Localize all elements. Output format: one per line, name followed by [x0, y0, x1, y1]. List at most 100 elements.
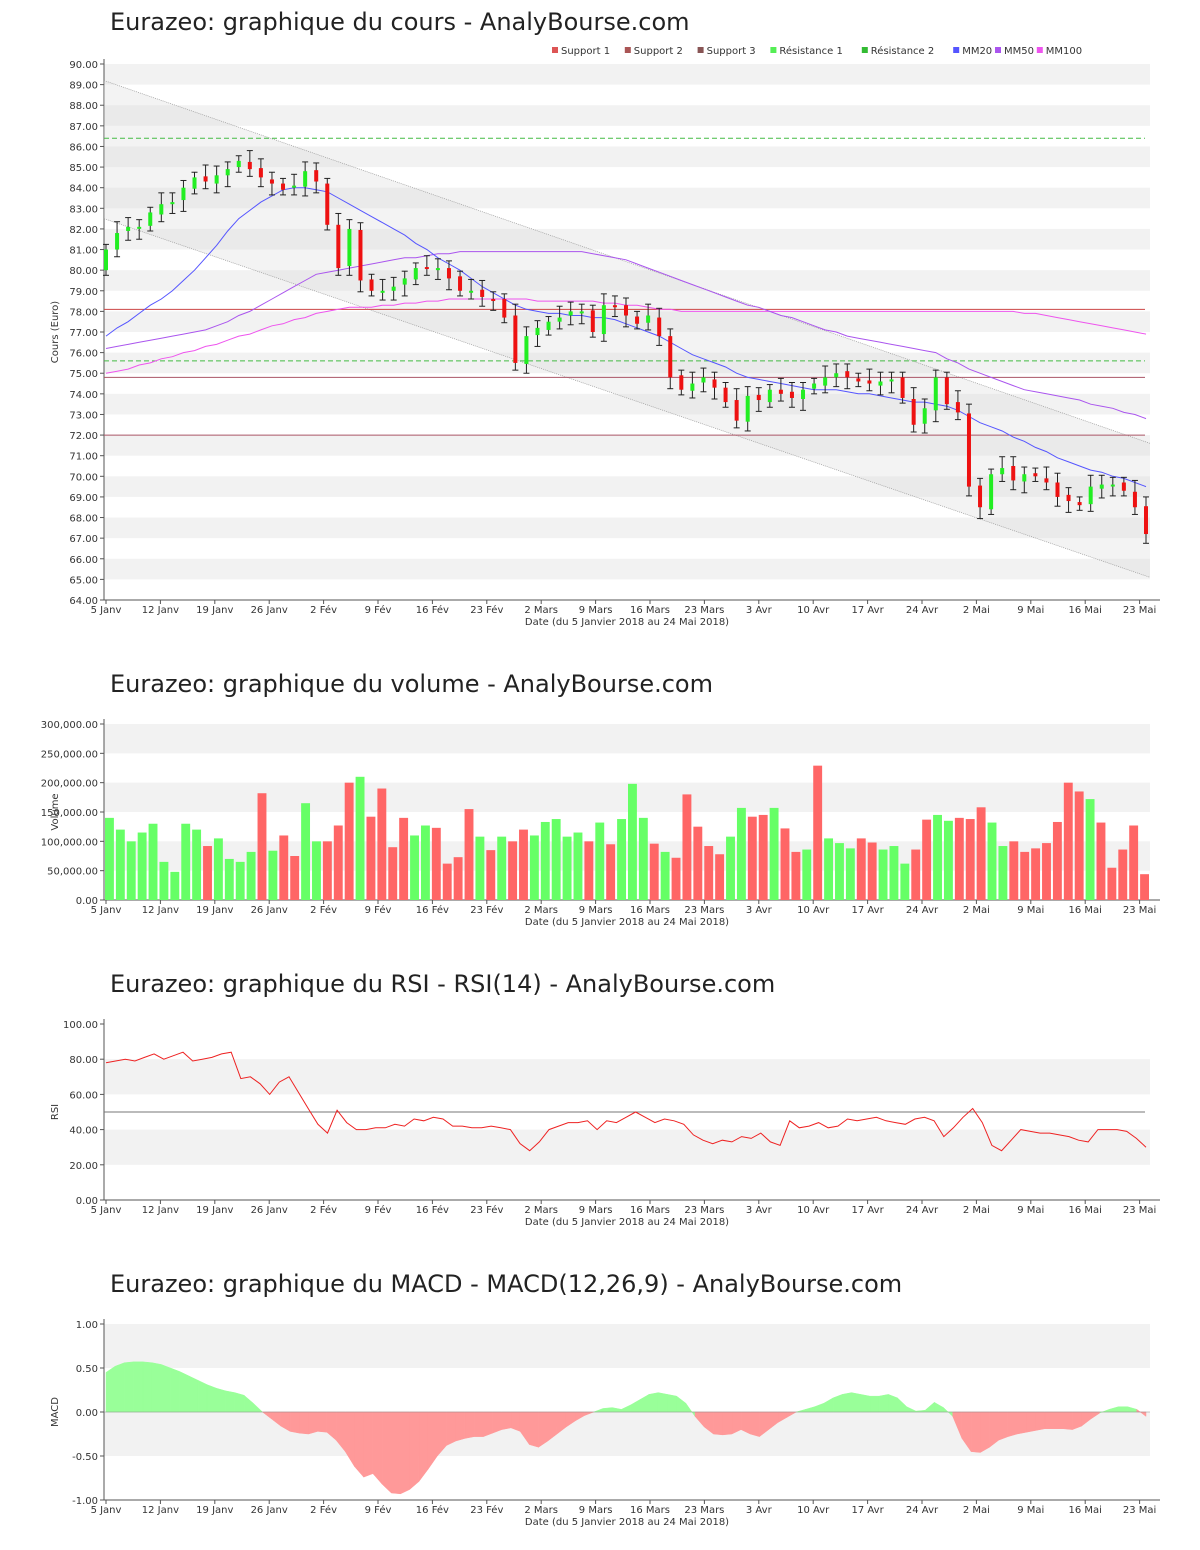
- macd-area-segment: [151, 1362, 162, 1413]
- candle-body: [546, 321, 551, 330]
- candle-body: [1033, 473, 1038, 477]
- candle-body: [801, 389, 806, 399]
- macd-x-tick-label: 2 Mai: [963, 1505, 990, 1516]
- candle-body: [513, 315, 518, 363]
- legend-label: MM50: [1004, 46, 1034, 57]
- candle-body: [115, 233, 120, 250]
- price-x-tick-label: 2 Fév: [310, 604, 337, 616]
- price-y-tick-label: 64.00: [69, 596, 98, 607]
- legend-label: Résistance 1: [779, 45, 842, 57]
- macd-area-segment: [1007, 1411, 1018, 1437]
- rsi-y-tick-label: 0.00: [76, 1196, 98, 1207]
- candle-body: [413, 268, 418, 280]
- price-x-tick-label: 17 Avr: [852, 605, 885, 616]
- rsi-x-tick-label: 2 Fév: [310, 1204, 337, 1216]
- rsi-x-tick-label: 24 Avr: [906, 1205, 939, 1216]
- rsi-y-tick-label: 100.00: [63, 1020, 98, 1031]
- macd-area-segment: [611, 1407, 622, 1413]
- rsi-x-tick-label: 9 Mars: [579, 1205, 613, 1216]
- candle-body: [435, 268, 440, 271]
- macd-area-segment: [188, 1375, 199, 1413]
- macd-x-tick-label: 12 Janv: [142, 1505, 179, 1516]
- volume-bar: [1042, 843, 1051, 900]
- candle-body: [159, 204, 164, 215]
- volume-bar: [976, 807, 986, 900]
- volume-x-tick-label: 2 Mars: [524, 905, 558, 916]
- volume-bar: [693, 826, 703, 900]
- macd-chart: Eurazeo: graphique du MACD - MACD(12,26,…: [0, 1260, 1200, 1545]
- rsi-y-axis-title: RSI: [50, 1104, 61, 1120]
- legend-label: Support 1: [561, 46, 610, 57]
- macd-area-segment: [510, 1411, 521, 1432]
- legend-label: Support 2: [634, 46, 683, 57]
- candle-body: [104, 249, 108, 271]
- macd-area-segment: [538, 1411, 549, 1448]
- candle-body: [612, 305, 617, 308]
- macd-area-segment: [409, 1411, 420, 1490]
- macd-area-segment: [455, 1411, 466, 1442]
- macd-area-segment: [133, 1361, 144, 1413]
- volume-x-axis-title: Date (du 5 Janvier 2018 au 24 Mai 2018): [525, 917, 729, 928]
- price-x-tick-label: 16 Mars: [630, 605, 670, 616]
- volume-bar: [933, 814, 942, 900]
- volume-bar: [845, 848, 855, 900]
- volume-x-tick-label: 19 Janv: [196, 905, 233, 916]
- candle-body: [480, 289, 485, 297]
- volume-bar: [856, 838, 866, 900]
- legend-label: Résistance 2: [871, 45, 934, 57]
- candle-body: [745, 395, 750, 422]
- candle-body: [1044, 478, 1049, 483]
- price-chart-title: Eurazeo: graphique du cours - AnalyBours…: [110, 8, 690, 36]
- macd-area-segment: [170, 1367, 180, 1413]
- price-band: [104, 105, 1150, 126]
- price-y-tick-label: 90.00: [69, 60, 98, 71]
- candle-body: [181, 187, 186, 201]
- macd-area-segment: [105, 1365, 116, 1413]
- candle-body: [269, 179, 274, 184]
- price-x-tick-label: 10 Avr: [797, 605, 830, 616]
- macd-chart-svg: -1.00 -0.50 0.00 0.50 1.00 5 Janv 12 Janv 19 Ja…: [50, 1319, 1160, 1528]
- macd-area-segment: [998, 1411, 1009, 1441]
- macd-area-segment: [206, 1384, 217, 1413]
- volume-bar: [181, 823, 191, 900]
- volume-bar: [943, 820, 953, 900]
- volume-bar: [595, 822, 605, 900]
- macd-area-segment: [713, 1411, 723, 1436]
- price-x-tick-label: 3 Avr: [746, 605, 773, 616]
- volume-bar: [420, 825, 430, 900]
- price-y-tick-label: 65.00: [69, 575, 98, 586]
- volume-y-tick-label: 0.00: [76, 896, 98, 907]
- rsi-y-tick-label: 20.00: [69, 1161, 98, 1172]
- volume-x-tick-label: 5 Janv: [91, 905, 122, 916]
- volume-x-tick-label: 26 Janv: [251, 905, 288, 916]
- price-x-tick-label: 23 Mai: [1123, 605, 1156, 616]
- macd-x-tick-label: 9 Mars: [579, 1505, 613, 1516]
- volume-bar: [638, 817, 648, 900]
- macd-area-segment: [842, 1392, 852, 1413]
- price-x-axis-title: Date (du 5 Janvier 2018 au 24 Mai 2018): [525, 617, 729, 628]
- volume-bar: [1118, 849, 1128, 900]
- price-y-tick-label: 84.00: [69, 184, 98, 195]
- mm50-line: [105, 251, 1147, 420]
- rsi-x-tick-label: 23 Mars: [684, 1205, 724, 1216]
- price-x-tick-label: 23 Fév: [470, 604, 503, 616]
- volume-bar: [671, 857, 681, 900]
- volume-bar: [442, 863, 452, 900]
- macd-area-segment: [501, 1411, 512, 1430]
- price-y-tick-label: 85.00: [69, 163, 98, 174]
- macd-area-segment: [934, 1401, 944, 1413]
- trend-channel: [104, 80, 1150, 578]
- volume-bar: [464, 809, 474, 900]
- candle-body: [314, 170, 319, 182]
- macd-area-segment: [860, 1394, 871, 1413]
- volume-bar: [377, 788, 387, 900]
- rsi-x-tick-label: 23 Fév: [470, 1204, 503, 1216]
- price-band: [104, 476, 1150, 497]
- volume-bar: [1140, 874, 1149, 900]
- volume-x-tick-label: 23 Fév: [470, 904, 503, 916]
- legend-label: Support 3: [707, 46, 756, 57]
- candle-body: [369, 279, 374, 291]
- volume-bar: [486, 850, 496, 900]
- macd-x-tick-label: 17 Avr: [852, 1505, 885, 1516]
- volume-bar: [399, 817, 409, 900]
